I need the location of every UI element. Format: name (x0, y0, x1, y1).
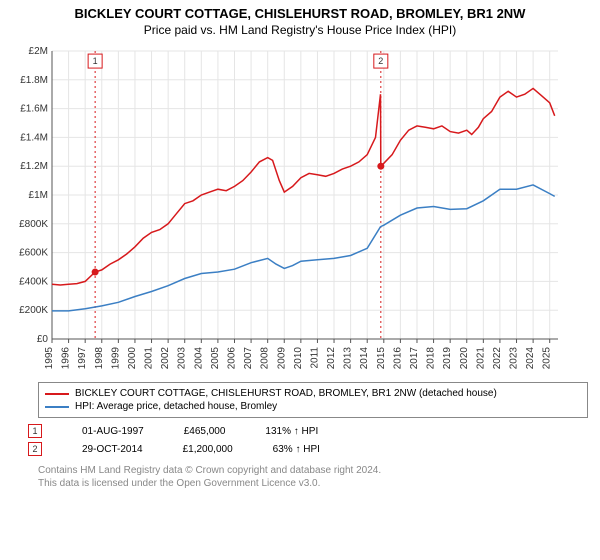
svg-text:2015: 2015 (376, 347, 387, 370)
svg-text:2017: 2017 (409, 347, 420, 370)
line-chart-svg: £0 £200K £400K £600K £800K £1M £1.2M £1.4M £1.6M… (6, 41, 566, 371)
svg-text:£0: £0 (37, 334, 49, 345)
legend-label: HPI: Average price, detached house, Brom… (75, 401, 277, 412)
marker-badge-label: 1 (93, 56, 98, 66)
svg-text:2019: 2019 (442, 347, 453, 370)
series-hpi (52, 185, 555, 311)
svg-text:2009: 2009 (276, 347, 287, 370)
svg-text:2001: 2001 (144, 347, 155, 370)
marker-dot (92, 269, 99, 276)
svg-text:£800K: £800K (19, 219, 48, 230)
svg-text:£200K: £200K (19, 305, 48, 316)
svg-text:1998: 1998 (94, 347, 105, 370)
svg-text:£600K: £600K (19, 248, 48, 259)
svg-text:1996: 1996 (61, 347, 72, 370)
svg-text:2004: 2004 (193, 347, 204, 370)
legend-label: BICKLEY COURT COTTAGE, CHISLEHURST ROAD,… (75, 388, 497, 399)
svg-text:2007: 2007 (243, 347, 254, 370)
svg-text:£1.2M: £1.2M (20, 161, 48, 172)
svg-text:£400K: £400K (19, 276, 48, 287)
svg-text:2025: 2025 (542, 347, 553, 370)
legend-row: HPI: Average price, detached house, Brom… (45, 400, 581, 413)
legend-row: BICKLEY COURT COTTAGE, CHISLEHURST ROAD,… (45, 387, 581, 400)
svg-text:2005: 2005 (210, 347, 221, 370)
svg-text:2000: 2000 (127, 347, 138, 370)
marker-date: 01-AUG-1997 (82, 426, 144, 437)
legend-box: BICKLEY COURT COTTAGE, CHISLEHURST ROAD,… (38, 382, 588, 418)
svg-text:1995: 1995 (44, 347, 55, 370)
svg-text:2022: 2022 (492, 347, 503, 370)
svg-text:2011: 2011 (309, 347, 320, 369)
marker-price: £1,200,000 (183, 444, 233, 455)
svg-text:2012: 2012 (326, 347, 337, 370)
legend-swatch (45, 406, 69, 408)
chart-title: BICKLEY COURT COTTAGE, CHISLEHURST ROAD,… (0, 0, 600, 23)
svg-text:2018: 2018 (426, 347, 437, 370)
legend-swatch (45, 393, 69, 395)
marker-badge-label: 2 (378, 56, 383, 66)
svg-text:2010: 2010 (293, 347, 304, 370)
marker-info-row: 1 01-AUG-1997 £465,000 131% ↑ HPI (28, 422, 588, 440)
svg-text:£1.6M: £1.6M (20, 104, 48, 115)
svg-text:2008: 2008 (260, 347, 271, 370)
svg-text:2020: 2020 (459, 347, 470, 370)
markers-table: 1 01-AUG-1997 £465,000 131% ↑ HPI 2 29-OCT-20… (28, 422, 588, 458)
chart-subtitle: Price paid vs. HM Land Registry's House … (0, 23, 600, 41)
svg-text:2023: 2023 (509, 347, 520, 370)
svg-text:2016: 2016 (392, 347, 403, 370)
chart-area: £0 £200K £400K £600K £800K £1M £1.2M £1.4M £1.6M… (6, 41, 592, 376)
marker-dot (377, 163, 384, 170)
svg-text:£1.4M: £1.4M (20, 132, 48, 143)
footer-line-1: Contains HM Land Registry data © Crown c… (38, 464, 588, 477)
marker-price: £465,000 (184, 426, 226, 437)
svg-text:2003: 2003 (177, 347, 188, 370)
svg-text:2024: 2024 (525, 347, 536, 370)
svg-text:2006: 2006 (226, 347, 237, 370)
svg-text:2002: 2002 (160, 347, 171, 370)
marker-date: 29-OCT-2014 (82, 444, 143, 455)
marker-pct: 131% ↑ HPI (265, 426, 318, 437)
svg-text:£1.8M: £1.8M (20, 75, 48, 86)
footer-attribution: Contains HM Land Registry data © Crown c… (38, 464, 588, 490)
svg-text:2021: 2021 (475, 347, 486, 370)
marker-info-row: 2 29-OCT-2014 £1,200,000 63% ↑ HPI (28, 440, 588, 458)
svg-text:1997: 1997 (77, 347, 88, 370)
footer-line-2: This data is licensed under the Open Gov… (38, 477, 588, 490)
svg-text:£2M: £2M (29, 46, 48, 57)
svg-text:2013: 2013 (343, 347, 354, 370)
series-property (52, 88, 555, 285)
svg-text:1999: 1999 (110, 347, 121, 370)
svg-text:2014: 2014 (359, 347, 370, 370)
marker-info-badge: 1 (28, 424, 42, 438)
marker-info-badge: 2 (28, 442, 42, 456)
svg-text:£1M: £1M (29, 190, 48, 201)
marker-pct: 63% ↑ HPI (273, 444, 320, 455)
